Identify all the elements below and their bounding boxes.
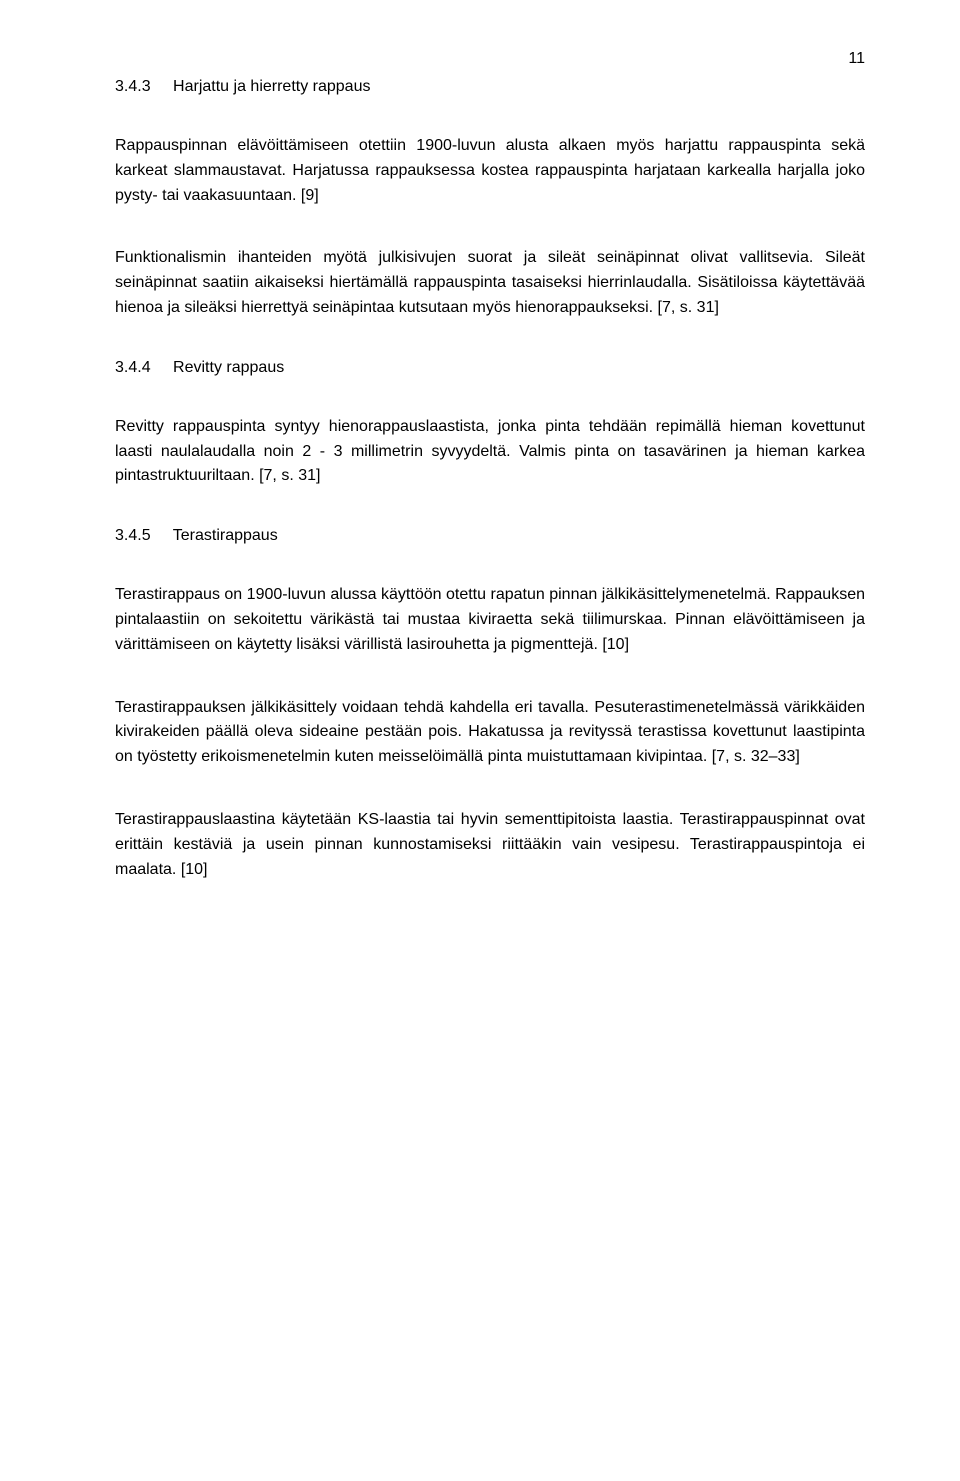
body-paragraph: Rappauspinnan elävöittämiseen otettiin 1… bbox=[115, 134, 865, 208]
heading-title: Terastirappaus bbox=[173, 527, 278, 544]
body-paragraph: Revitty rappauspinta syntyy hienorappaus… bbox=[115, 415, 865, 489]
section-heading: 3.4.4 Revitty rappaus bbox=[115, 359, 865, 377]
section-3-4-3: 3.4.3 Harjattu ja hierretty rappaus Rapp… bbox=[115, 78, 865, 321]
heading-number: 3.4.4 bbox=[115, 359, 151, 377]
heading-number: 3.4.5 bbox=[115, 527, 151, 545]
body-paragraph: Terastirappauksen jälkikäsittely voidaan… bbox=[115, 696, 865, 770]
body-paragraph: Terastirappaus on 1900-luvun alussa käyt… bbox=[115, 583, 865, 657]
section-heading: 3.4.3 Harjattu ja hierretty rappaus bbox=[115, 78, 865, 96]
heading-title: Harjattu ja hierretty rappaus bbox=[173, 78, 370, 95]
section-heading: 3.4.5 Terastirappaus bbox=[115, 527, 865, 545]
section-3-4-4: 3.4.4 Revitty rappaus Revitty rappauspin… bbox=[115, 359, 865, 489]
section-3-4-5: 3.4.5 Terastirappaus Terastirappaus on 1… bbox=[115, 527, 865, 882]
body-paragraph: Funktionalismin ihanteiden myötä julkisi… bbox=[115, 246, 865, 320]
document-page: 11 3.4.3 Harjattu ja hierretty rappaus R… bbox=[0, 0, 960, 1481]
page-number: 11 bbox=[848, 50, 865, 68]
body-paragraph: Terastirappauslaastina käytetään KS-laas… bbox=[115, 808, 865, 882]
heading-title: Revitty rappaus bbox=[173, 359, 284, 376]
heading-number: 3.4.3 bbox=[115, 78, 151, 96]
